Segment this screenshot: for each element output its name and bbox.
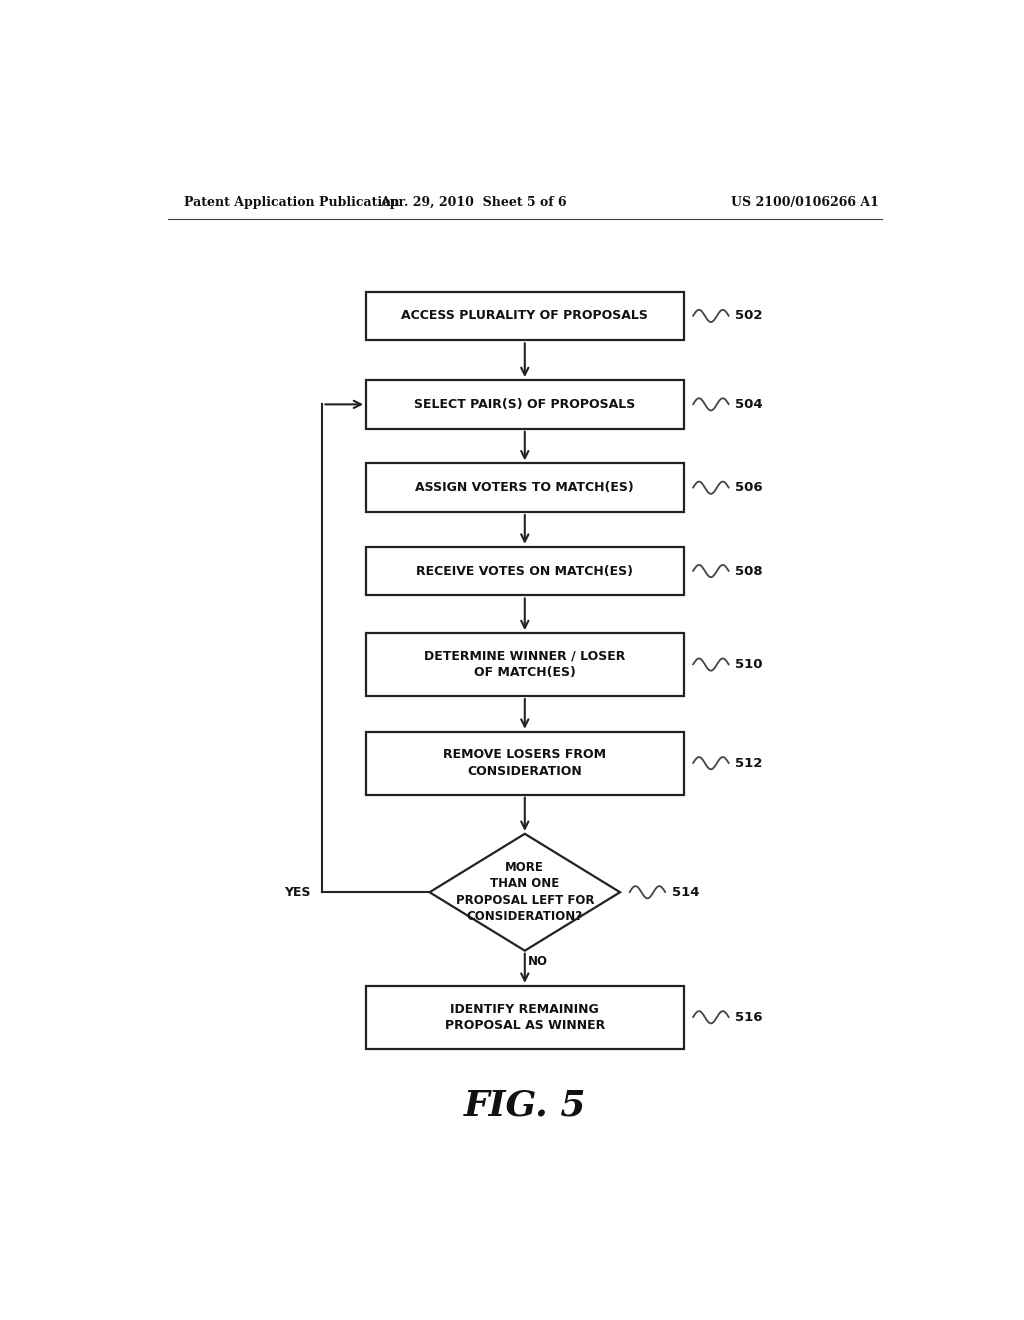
Text: 510: 510 [735,659,763,671]
Polygon shape [430,834,620,950]
Text: US 2100/0106266 A1: US 2100/0106266 A1 [731,195,879,209]
Text: 506: 506 [735,482,763,494]
Text: 514: 514 [672,886,699,899]
Text: ASSIGN VOTERS TO MATCH(ES): ASSIGN VOTERS TO MATCH(ES) [416,482,634,494]
Text: 516: 516 [735,1011,763,1024]
Text: YES: YES [284,886,310,899]
Text: 512: 512 [735,756,763,770]
Text: ACCESS PLURALITY OF PROPOSALS: ACCESS PLURALITY OF PROPOSALS [401,309,648,322]
Text: Apr. 29, 2010  Sheet 5 of 6: Apr. 29, 2010 Sheet 5 of 6 [380,195,566,209]
Text: IDENTIFY REMAINING
PROPOSAL AS WINNER: IDENTIFY REMAINING PROPOSAL AS WINNER [444,1002,605,1032]
Text: DETERMINE WINNER / LOSER
OF MATCH(ES): DETERMINE WINNER / LOSER OF MATCH(ES) [424,649,626,680]
Text: SELECT PAIR(S) OF PROPOSALS: SELECT PAIR(S) OF PROPOSALS [414,397,636,411]
Text: Patent Application Publication: Patent Application Publication [183,195,399,209]
Bar [367,463,684,512]
Text: NO: NO [528,954,548,968]
Text: RECEIVE VOTES ON MATCH(ES): RECEIVE VOTES ON MATCH(ES) [417,565,633,578]
Bar [367,634,684,696]
Text: REMOVE LOSERS FROM
CONSIDERATION: REMOVE LOSERS FROM CONSIDERATION [443,748,606,777]
Bar [367,380,684,429]
Text: 508: 508 [735,565,763,578]
Text: MORE
THAN ONE
PROPOSAL LEFT FOR
CONSIDERATION?: MORE THAN ONE PROPOSAL LEFT FOR CONSIDER… [456,861,594,924]
Bar [367,546,684,595]
Text: FIG. 5: FIG. 5 [464,1089,586,1123]
Text: 502: 502 [735,309,763,322]
Bar [367,731,684,795]
Bar [367,292,684,341]
Text: 504: 504 [735,397,763,411]
Bar [367,986,684,1049]
